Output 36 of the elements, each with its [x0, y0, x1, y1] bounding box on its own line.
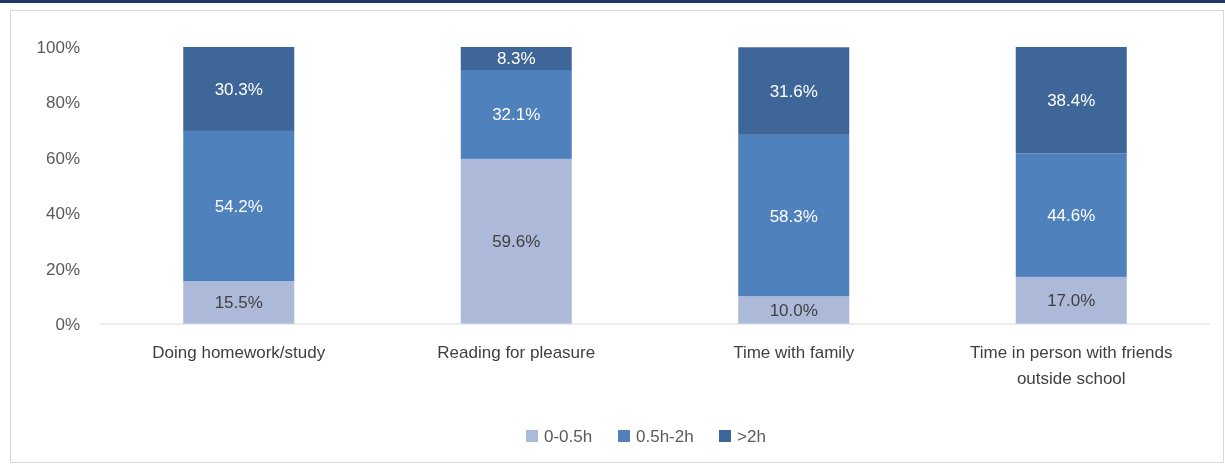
x-tick-label: Time in person with friends outside school [969, 343, 1173, 388]
data-label: 17.0% [1047, 291, 1096, 311]
data-label: 15.5% [214, 293, 263, 313]
bar [460, 158, 572, 324]
data-label: 59.6% [492, 232, 541, 252]
x-tick-label: Time with family [733, 343, 855, 362]
y-tick-label: 20% [45, 259, 80, 279]
data-label: 38.4% [1047, 91, 1096, 111]
bar [1015, 153, 1127, 277]
data-label: 54.2% [214, 196, 263, 216]
bar [183, 130, 295, 282]
bar [1015, 47, 1127, 154]
y-tick-label: 40% [45, 204, 80, 224]
data-label: 58.3% [769, 206, 818, 226]
data-label: 10.0% [769, 301, 818, 321]
bar [183, 281, 295, 324]
data-label: 30.3% [214, 79, 263, 99]
bar [738, 134, 850, 297]
legend-label: 0.5h-2h [636, 426, 694, 446]
y-tick-label: 100% [36, 37, 80, 57]
data-label: 44.6% [1047, 206, 1096, 226]
x-tick-label: Doing homework/study [152, 343, 326, 362]
data-label: 31.6% [769, 81, 818, 101]
y-tick-label: 80% [45, 93, 80, 113]
data-label: 8.3% [496, 49, 536, 69]
y-tick-label: 60% [45, 148, 80, 168]
y-tick-label: 0% [55, 314, 80, 334]
bar [1015, 276, 1127, 324]
data-label: 32.1% [492, 105, 541, 125]
bar [183, 47, 295, 131]
bar [460, 47, 572, 70]
x-tick-label: Reading for pleasure [437, 343, 596, 362]
legend-label: >2h [737, 426, 766, 446]
bar [738, 47, 850, 135]
bar [460, 69, 572, 159]
legend-label: 0-0.5h [544, 426, 593, 446]
